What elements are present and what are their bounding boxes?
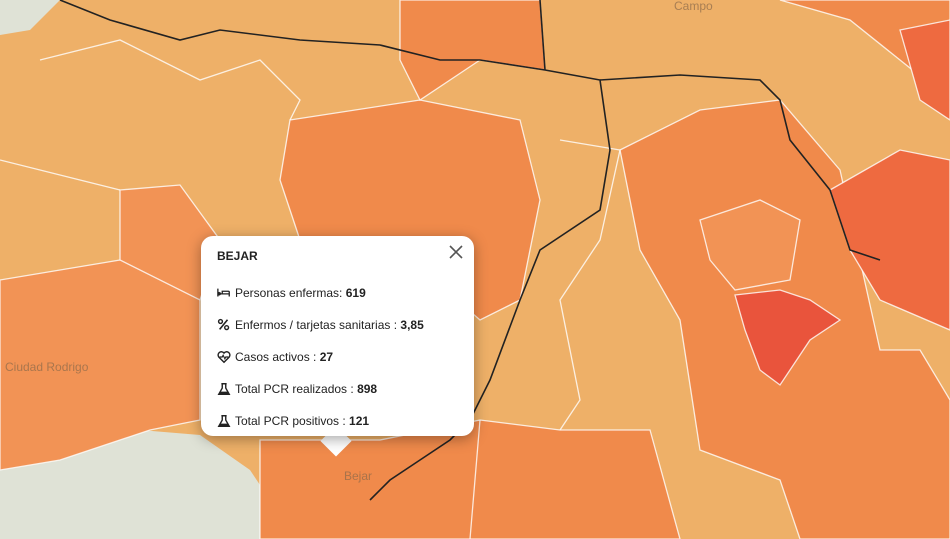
popup-row: Enfermos / tarjetas sanitarias : 3,85 [217,309,458,341]
row-value: 3,85 [400,318,424,332]
row-icon [217,351,231,364]
map-label: Bejar [344,469,372,483]
row-label: Total PCR positivos : [235,414,350,428]
row-icon [217,318,230,331]
province-border [539,0,546,71]
map-label: Ciudad Rodrigo [5,360,89,374]
row-value: 121 [349,414,370,428]
row-icon [217,383,231,395]
region [469,419,481,539]
popup-row: Personas enfermas: 619 [217,277,458,309]
region [699,199,801,291]
row-label: Personas enfermas: [235,286,346,300]
province-border [59,0,611,501]
close-button[interactable] [448,244,464,260]
outside-area [0,430,300,539]
row-value: 898 [357,382,378,396]
boundary [0,159,121,191]
region [899,19,950,121]
region [279,99,541,321]
popup-row: Total PCR positivos : 121 [217,405,458,437]
popup-row: Total PCR realizados : 898 [217,373,458,405]
outside-area [0,0,60,35]
popup-row: Casos activos : 27 [217,341,458,373]
boundary [39,39,301,121]
row-value: 619 [345,286,366,300]
row-icon [217,288,230,297]
popup: BEJAR Personas enfermas: 619 Enfermos / t… [201,236,474,436]
region [259,419,681,539]
row-label: Enfermos / tarjetas sanitarias : [235,318,401,332]
row-label: Casos activos : [235,350,320,364]
popup-rows: Personas enfermas: 619 Enfermos / tarjeta… [217,277,458,437]
map-label: Campo [674,0,713,13]
province-border [599,74,881,261]
row-icon [217,415,231,427]
region [734,289,842,386]
popup-title: BEJAR [217,249,258,263]
row-value: 27 [319,350,334,364]
row-label: Total PCR realizados : [235,382,358,396]
